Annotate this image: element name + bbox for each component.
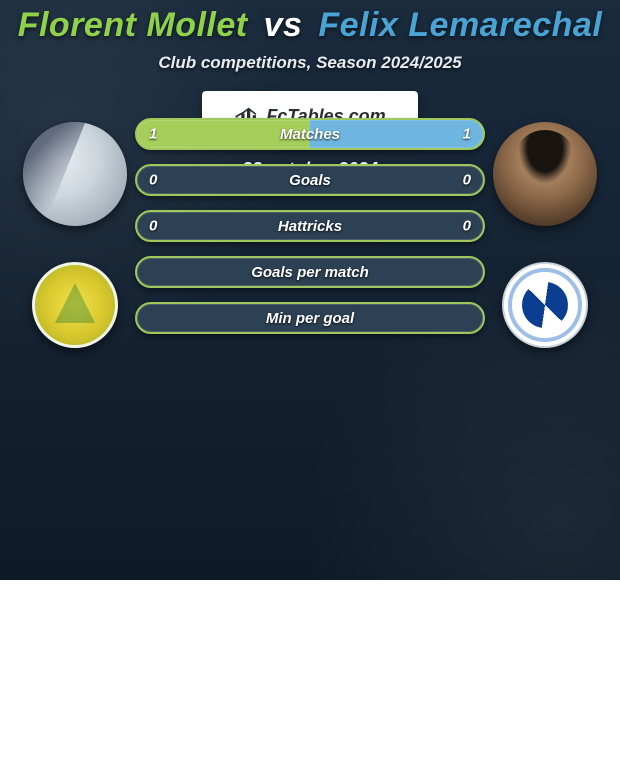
metric-bar: Min per goal <box>135 302 485 334</box>
right-column <box>485 112 605 348</box>
metric-bar: Goals per match <box>135 256 485 288</box>
page-title: Florent Mollet vs Felix Lemarechal <box>0 0 620 45</box>
player1-club-logo <box>32 262 118 348</box>
metric-label: Goals per match <box>251 264 369 281</box>
content-row: 1 1 Matches 0 0 Goals 0 0 Hattricks Goals per mat… <box>0 112 620 348</box>
left-column <box>15 112 135 348</box>
metric-value-left: 0 <box>149 172 157 189</box>
metric-bar: 0 0 Hattricks <box>135 210 485 242</box>
comparison-card: Florent Mollet vs Felix Lemarechal Club … <box>0 0 620 580</box>
metric-value-left: 0 <box>149 218 157 235</box>
metric-bars: 1 1 Matches 0 0 Goals 0 0 Hattricks Goals per mat… <box>135 112 485 334</box>
metric-value-right: 0 <box>463 172 471 189</box>
subtitle: Club competitions, Season 2024/2025 <box>0 53 620 73</box>
player2-photo <box>493 122 597 226</box>
metric-label: Min per goal <box>266 310 354 327</box>
player1-name: Florent Mollet <box>18 6 248 44</box>
metric-value-right: 1 <box>463 126 471 143</box>
metric-label: Matches <box>280 126 340 143</box>
player1-photo <box>23 122 127 226</box>
metric-bar: 0 0 Goals <box>135 164 485 196</box>
player2-name: Felix Lemarechal <box>318 6 602 44</box>
metric-value-left: 1 <box>149 126 157 143</box>
metric-value-right: 0 <box>463 218 471 235</box>
vs-label: vs <box>264 6 303 44</box>
metric-label: Goals <box>289 172 331 189</box>
metric-label: Hattricks <box>278 218 342 235</box>
player2-club-logo <box>502 262 588 348</box>
metric-bar: 1 1 Matches <box>135 118 485 150</box>
